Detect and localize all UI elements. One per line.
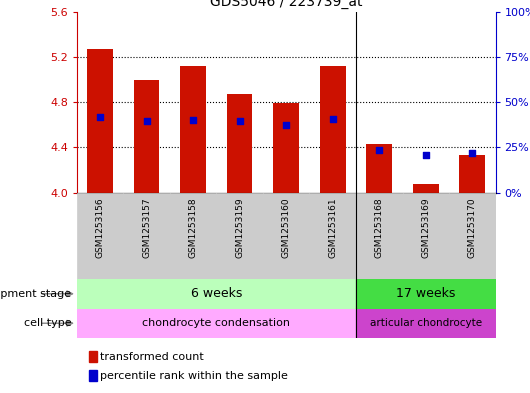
Text: GSM1253169: GSM1253169 (421, 197, 430, 257)
Text: development stage: development stage (0, 289, 72, 299)
Title: GDS5046 / 223739_at: GDS5046 / 223739_at (210, 0, 363, 9)
Text: 17 weeks: 17 weeks (396, 287, 455, 300)
Bar (227, 94, 252, 193)
Text: GSM1253156: GSM1253156 (95, 197, 104, 257)
Text: GSM1253159: GSM1253159 (235, 197, 244, 257)
Bar (216, 193, 263, 279)
Text: transformed count: transformed count (100, 352, 204, 362)
Text: chondrocyte condensation: chondrocyte condensation (143, 318, 290, 328)
Point (96, 114, 104, 120)
Text: GSM1253158: GSM1253158 (189, 197, 198, 257)
Bar (134, 79, 160, 193)
Text: percentile rank within the sample: percentile rank within the sample (100, 371, 288, 381)
Bar (77, 309, 356, 338)
Bar (123, 193, 170, 279)
Text: GSM1253170: GSM1253170 (468, 197, 477, 257)
Bar (77, 193, 123, 279)
Bar (87, 49, 113, 193)
Point (468, 150, 476, 156)
Bar (320, 66, 346, 193)
Text: GSM1253157: GSM1253157 (142, 197, 151, 257)
Bar (356, 279, 519, 309)
Text: articular chondrocyte: articular chondrocyte (370, 318, 482, 328)
Point (235, 118, 244, 125)
Bar (366, 144, 392, 193)
Bar (263, 193, 310, 279)
Bar (356, 309, 519, 338)
Bar (413, 184, 438, 193)
Bar (170, 193, 216, 279)
Bar (460, 155, 485, 193)
Bar (90, 351, 97, 362)
Point (375, 147, 384, 153)
Point (143, 118, 151, 125)
Bar (273, 103, 299, 193)
Point (329, 116, 337, 122)
Text: cell type: cell type (24, 318, 72, 328)
Bar (449, 193, 496, 279)
Text: GSM1253161: GSM1253161 (328, 197, 337, 257)
Bar (90, 370, 97, 381)
Text: GSM1253160: GSM1253160 (282, 197, 290, 257)
Bar (77, 279, 356, 309)
Point (421, 152, 430, 158)
Bar (402, 193, 449, 279)
Point (282, 122, 290, 128)
Bar (180, 66, 206, 193)
Point (189, 117, 197, 123)
Text: 6 weeks: 6 weeks (191, 287, 242, 300)
Bar (356, 193, 402, 279)
Text: GSM1253168: GSM1253168 (375, 197, 384, 257)
Bar (310, 193, 356, 279)
